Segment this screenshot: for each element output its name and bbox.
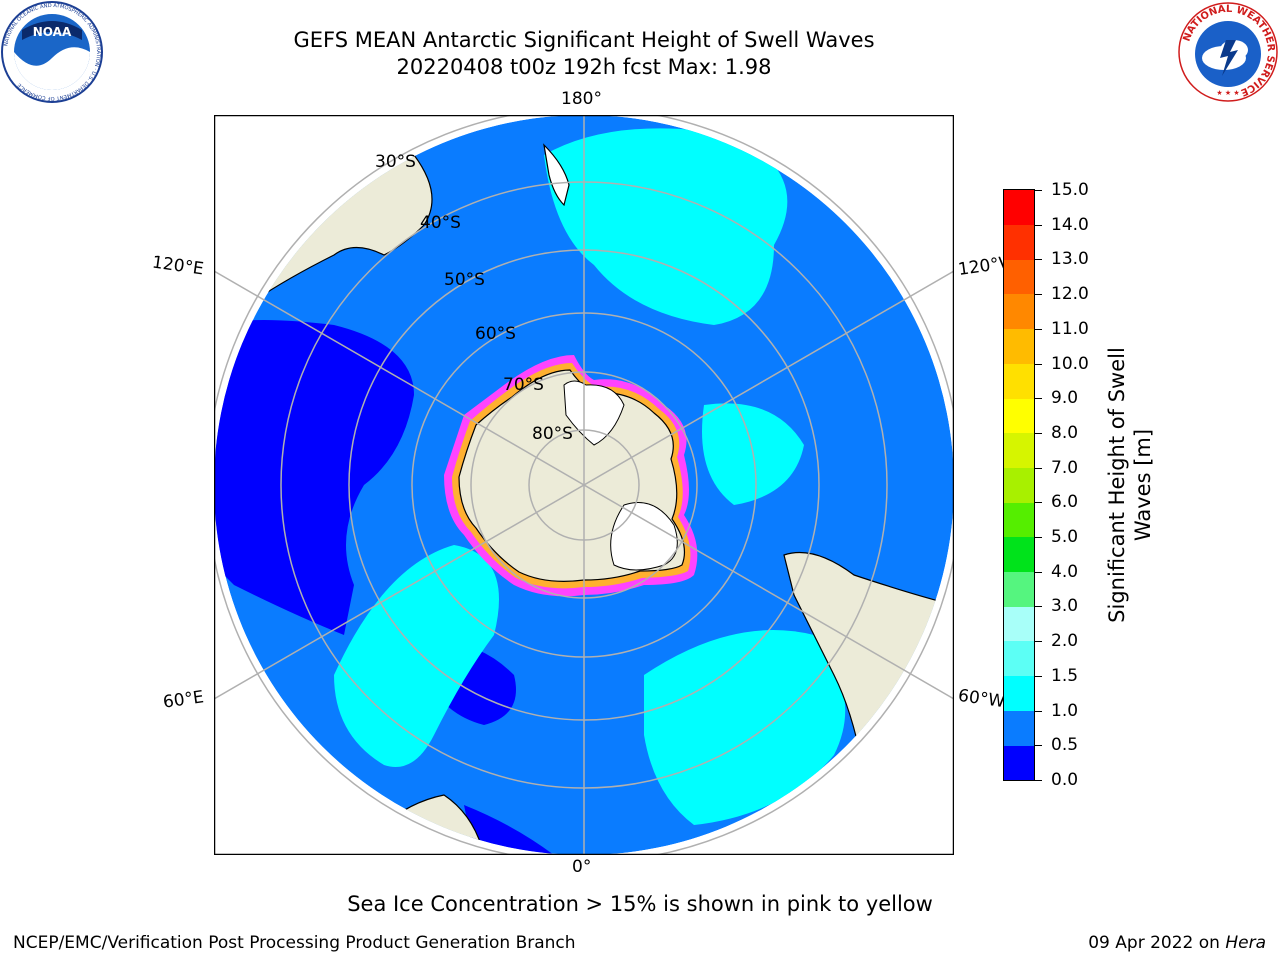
graticule (214, 115, 954, 855)
colorbar-tick (1034, 780, 1042, 781)
chart-title: GEFS MEAN Antarctic Significant Height o… (293, 28, 875, 52)
lon-label-180: 180° (561, 89, 602, 109)
polar-map (214, 115, 954, 855)
colorbar-tick (1034, 224, 1042, 226)
colorbar-segment (1004, 745, 1034, 781)
colorbar-segment (1004, 675, 1034, 711)
colorbar-tick (1034, 363, 1042, 365)
colorbar-tick-label: 10.0 (1051, 353, 1089, 374)
lat-label-80s: 80°S (532, 424, 573, 444)
lat-label-50s: 50°S (444, 270, 485, 290)
colorbar-tick-label: 1.0 (1051, 700, 1079, 721)
colorbar-tick-label: 8.0 (1051, 422, 1079, 443)
colorbar-tick (1034, 606, 1042, 608)
colorbar-tick (1034, 398, 1042, 400)
lat-label-70s: 70°S (503, 375, 544, 395)
colorbar-segment (1004, 294, 1034, 330)
footer-date-text: 09 Apr 2022 on (1088, 933, 1226, 953)
new-zealand-south-land (543, 143, 570, 207)
colorbar-segment (1004, 606, 1034, 642)
lat-label-30s: 30°S (375, 152, 416, 172)
lon-label-60w: 60°W (956, 685, 1007, 713)
nws-logo: NATIONAL WEATHER SERVICE ★ ★ ★ (1178, 2, 1278, 102)
colorbar-tick-label: 11.0 (1051, 318, 1089, 339)
ocean-swell-1-0-1-5-east (644, 630, 846, 825)
lon-label-60e: 60°E (161, 687, 206, 713)
footer-branch: NCEP/EMC/Verification Post Processing Pr… (13, 933, 576, 953)
colorbar-segment (1004, 224, 1034, 260)
colorbar-tick (1034, 294, 1042, 296)
colorbar-title: Significant Height of Swell Waves [m] (1105, 347, 1155, 623)
lon-label-120e: 120°E (150, 252, 205, 280)
colorbar-tick-label: 7.0 (1051, 457, 1079, 478)
colorbar-tick (1034, 432, 1042, 434)
colorbar-tick-label: 2.0 (1051, 631, 1079, 652)
colorbar-tick (1034, 259, 1042, 261)
colorbar-tick (1034, 467, 1042, 469)
colorbar-tick-label: 1.5 (1051, 665, 1079, 686)
colorbar-tick-label: 6.0 (1051, 492, 1079, 513)
colorbar-segment (1004, 398, 1034, 434)
colorbar-tick (1034, 190, 1042, 191)
colorbar-tick-label: 4.0 (1051, 561, 1079, 582)
noaa-wordmark: NOAA (33, 25, 72, 39)
colorbar-tick (1034, 710, 1042, 712)
footer-date: 09 Apr 2022 on Hera (1088, 932, 1266, 954)
colorbar-segment (1004, 328, 1034, 364)
footer-host: Hera (1225, 933, 1266, 953)
colorbar-tick (1034, 328, 1042, 330)
colorbar-segment (1004, 363, 1034, 399)
colorbar-tick (1034, 537, 1042, 539)
colorbar-tick-label: 0.0 (1051, 770, 1079, 790)
lon-label-0: 0° (572, 857, 592, 877)
colorbar-tick-label: 12.0 (1051, 284, 1089, 305)
colorbar-segment (1004, 710, 1034, 746)
ocean-swell-1-0-1-5-north (544, 128, 788, 325)
colorbar (1003, 189, 1035, 781)
colorbar-tick-label: 0.5 (1051, 735, 1079, 756)
ocean-swell-1-0-1-5-west (334, 545, 499, 767)
colorbar-tick-label: 15.0 (1051, 180, 1089, 200)
colorbar-segment (1004, 537, 1034, 573)
ocean-swell-0-0-5 (214, 320, 414, 635)
colorbar-tick (1034, 675, 1042, 677)
chart-subtitle: 20220408 t00z 192h fcst Max: 1.98 (396, 55, 772, 79)
colorbar-tick (1034, 571, 1042, 573)
map-border (214, 115, 954, 855)
colorbar-tick-label: 14.0 (1051, 214, 1089, 235)
colorbar-segment (1004, 502, 1034, 538)
colorbar-tick-label: 5.0 (1051, 527, 1079, 548)
noaa-logo: NOAA NATIONAL OCEANIC AND ATMOSPHERIC AD… (1, 1, 103, 103)
colorbar-segment (1004, 641, 1034, 677)
colorbar-tick-label: 9.0 (1051, 388, 1079, 409)
colorbar-segment (1004, 190, 1034, 225)
ross-ice-shelf (563, 380, 625, 446)
colorbar-segment (1004, 432, 1034, 468)
star-icons: ★ ★ ★ (1216, 89, 1239, 97)
meridian-60e-120w (214, 270, 954, 700)
colorbar-tick (1034, 745, 1042, 747)
colorbar-segment (1004, 571, 1034, 607)
colorbar-tick-label: 13.0 (1051, 249, 1089, 270)
colorbar-segment (1004, 259, 1034, 295)
colorbar-tick (1034, 502, 1042, 504)
colorbar-tick (1034, 641, 1042, 643)
lat-label-60s: 60°S (475, 324, 516, 344)
colorbar-tick-label: 3.0 (1051, 596, 1079, 617)
colorbar-segment (1004, 467, 1034, 503)
sea-ice-caption: Sea Ice Concentration > 15% is shown in … (347, 892, 933, 916)
lat-label-40s: 40°S (420, 213, 461, 233)
